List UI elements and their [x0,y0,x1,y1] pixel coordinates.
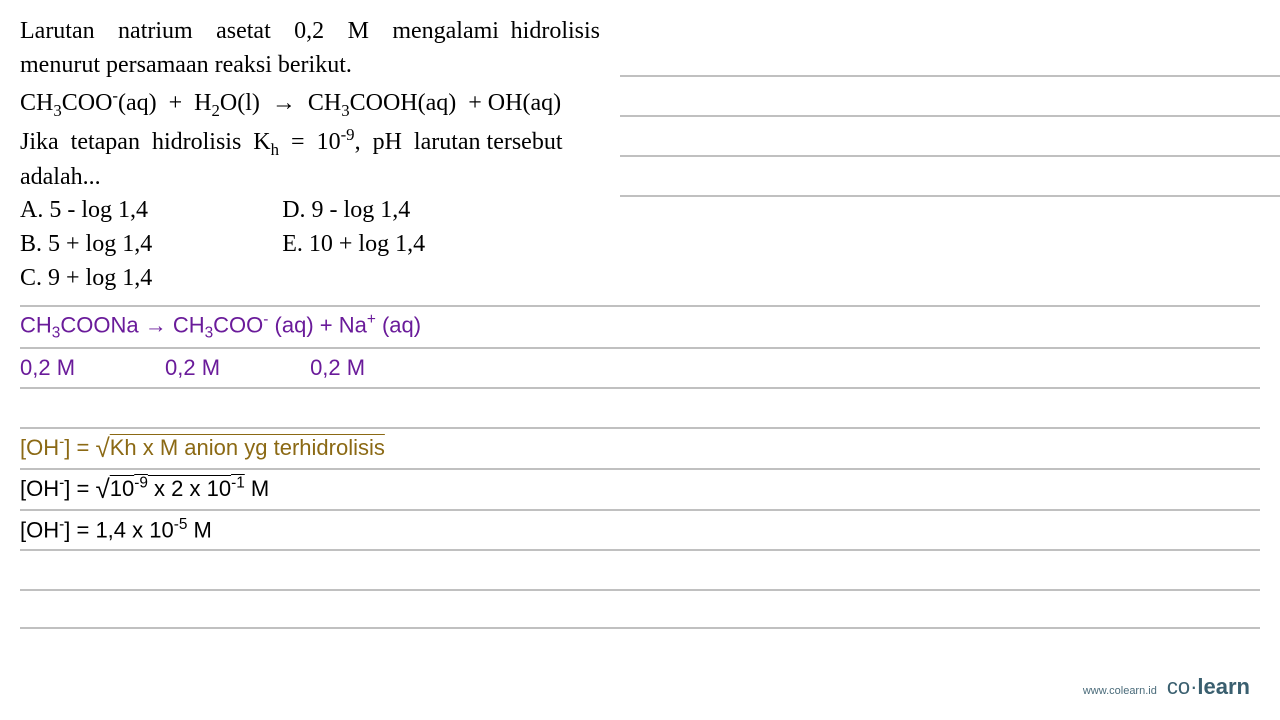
question-prompt: Jika tetapan hidrolisis Kh = 10-9, pH la… [20,123,600,195]
conc-3: 0,2 M [310,355,365,381]
option-e: E. 10 + log 1,4 [282,228,425,262]
footer-url: www.colearn.id [1083,685,1157,697]
dissociation-equation: CH3COONa → CH3COO- (aq) + Na+ (aq) [20,311,421,343]
hydrolysis-formula: [OH-] = √Kh x M anion yg terhidrolisis [20,433,385,464]
conc-1: 0,2 M [20,355,75,381]
option-a: A. 5 - log 1,4 [20,194,152,228]
calculation-step: [OH-] = √10-9 x 2 x 10-1 M [20,474,269,505]
reaction-equation: CH3COO-(aq) + H2O(l) → CH3COOH(aq) + OH(… [20,84,600,122]
conc-2: 0,2 M [165,355,220,381]
option-b: B. 5 + log 1,4 [20,228,152,262]
option-d: D. 9 - log 1,4 [282,194,425,228]
option-c: C. 9 + log 1,4 [20,262,152,296]
footer-logo: co·learn [1167,674,1250,700]
footer: www.colearn.id co·learn [1083,674,1250,700]
concentration-row: 0,2 M 0,2 M 0,2 M [20,355,365,381]
result: [OH-] = 1,4 x 10-5 M [20,516,212,543]
question-intro: Larutan natrium asetat 0,2 M mengalami h… [20,15,600,82]
